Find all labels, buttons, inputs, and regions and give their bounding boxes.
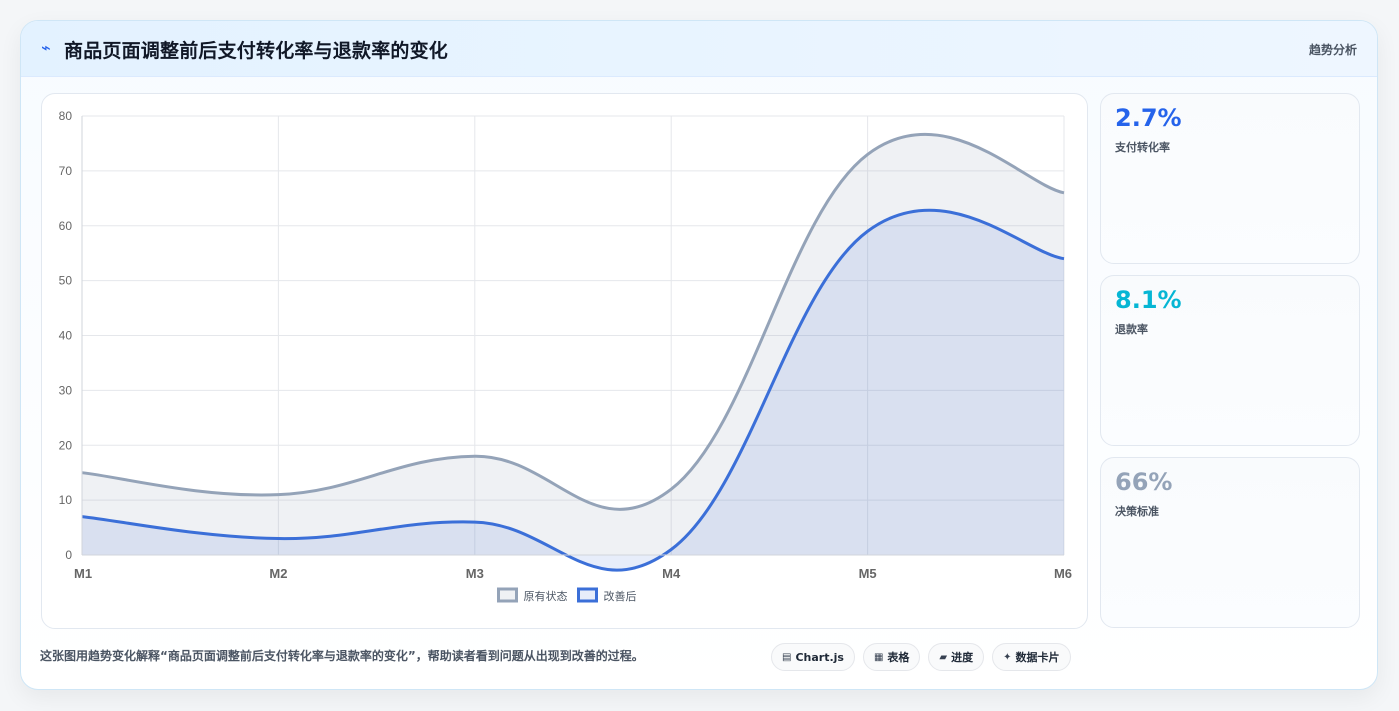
chip-label: 表格: [887, 651, 910, 664]
trend-analysis-badge: 趋势分析: [1308, 43, 1357, 57]
kpi-card-decision: 66% 决策标准: [1100, 457, 1360, 628]
x-tick-label: M2: [269, 566, 287, 581]
y-tick-label: 40: [59, 329, 73, 343]
kpi-value: 2.7%: [1115, 104, 1182, 132]
x-tick-label: M6: [1054, 566, 1072, 581]
legend-label: 原有状态: [524, 589, 568, 603]
kpi-label: 支付转化率: [1115, 141, 1170, 154]
series-line: [81, 132, 1065, 511]
kpi-label: 决策标准: [1115, 505, 1159, 518]
y-tick-label: 30: [59, 383, 73, 397]
kpi-card-refund: 8.1% 退款率: [1100, 275, 1360, 446]
y-tick-label: 20: [59, 438, 73, 452]
chip-label: 数据卡片: [1015, 651, 1060, 664]
kpi-value: 66%: [1115, 468, 1173, 496]
kpi-label: 退款率: [1115, 323, 1148, 336]
chip-table[interactable]: ▦ 表格: [862, 643, 921, 671]
x-tick-label: M1: [74, 566, 92, 581]
y-tick-label: 10: [59, 493, 73, 507]
y-tick-label: 60: [59, 219, 73, 233]
series-line: [81, 208, 1065, 572]
chip-data-card[interactable]: ✦ 数据卡片: [992, 643, 1071, 671]
kpi-value: 8.1%: [1115, 286, 1182, 314]
y-tick-label: 50: [59, 274, 73, 288]
chip-label: Chart.js: [795, 650, 844, 664]
card-header: ⌁ 商品页面调整前后支付转化率与退款率的变化 趋势分析: [21, 21, 1377, 77]
series-area: [82, 210, 1064, 571]
tech-chips: ▤ Chart.js ▦ 表格 ▰ 进度 ✦ 数据卡片: [771, 643, 1071, 671]
legend-swatch: [497, 587, 518, 603]
trend-icon: ⌁: [41, 38, 51, 57]
x-tick-label: M4: [662, 566, 681, 581]
y-tick-label: 80: [59, 109, 73, 123]
chart-description: 这张图用趋势变化解释“商品页面调整前后支付转化率与退款率的变化”，帮助读者看到问…: [40, 649, 644, 663]
chip-progress[interactable]: ▰ 进度: [928, 643, 985, 671]
chip-label: 进度: [951, 651, 974, 664]
chart-panel: 0 10 20 30 40 50 60 70 80 M1 M2 M3 M4 M5 M6 原有状态 改善后: [41, 93, 1088, 629]
page-title: 商品页面调整前后支付转化率与退款率的变化: [64, 40, 449, 62]
legend-label: 改善后: [604, 589, 637, 603]
x-tick-label: M5: [859, 566, 877, 581]
card-icon: ✦: [1003, 651, 1012, 663]
chart-icon: ▤: [782, 651, 792, 663]
series-area: [82, 134, 1064, 555]
chip-chartjs[interactable]: ▤ Chart.js: [771, 643, 855, 671]
table-icon: ▦: [873, 651, 884, 663]
kpi-card-conversion: 2.7% 支付转化率: [1100, 93, 1360, 264]
chart-card: ⌁ 商品页面调整前后支付转化率与退款率的变化 趋势分析 0 10 20 30 40 50 6…: [20, 20, 1378, 690]
legend-swatch: [577, 587, 598, 603]
progress-icon: ▰: [939, 651, 948, 663]
area-chart: 0 10 20 30 40 50 60 70 80 M1 M2 M3 M4 M5 M6 原有状态 改善后: [59, 109, 1072, 603]
x-tick-label: M3: [466, 566, 484, 581]
y-tick-label: 0: [65, 548, 72, 562]
y-tick-label: 70: [59, 164, 73, 178]
